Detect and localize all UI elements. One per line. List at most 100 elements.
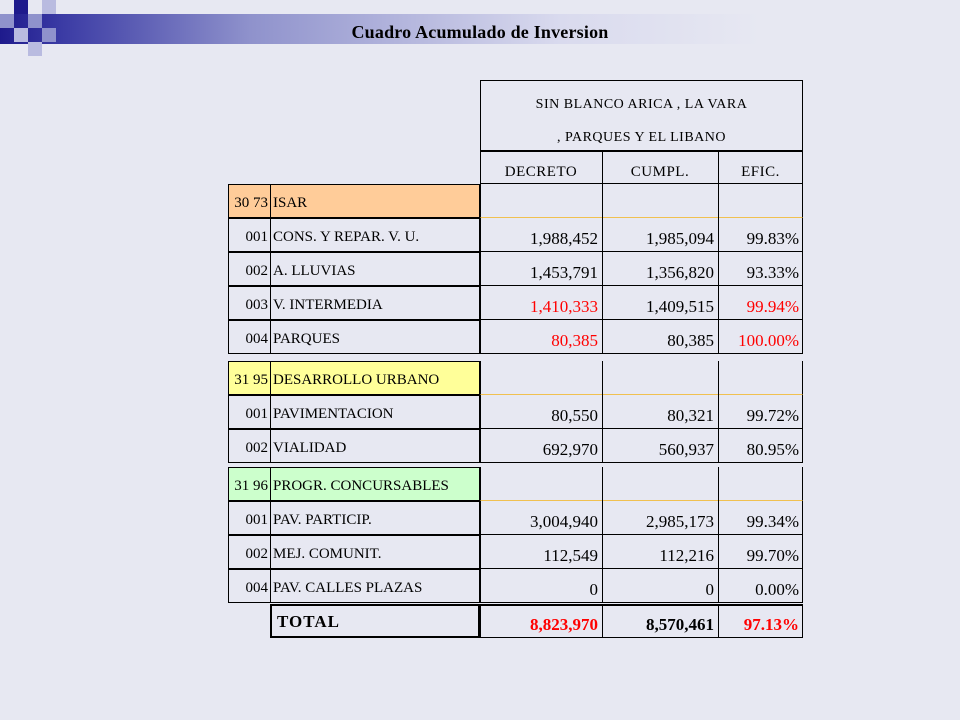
total-efic-value: 97.13% [743,615,799,634]
cumpl-value [602,361,718,395]
item-label: PAV. PARTICIP. [270,501,480,535]
number-col-divider [718,501,719,535]
number-col-divider [602,320,603,354]
item-label: V. INTERMEDIA [270,286,480,320]
item-label: A. LLUVIAS [270,252,480,286]
number-col-divider [602,467,603,501]
cumpl-value [602,184,718,218]
number-col-divider [602,501,603,535]
decreto-value: 3,004,940 [530,512,598,531]
column-header-cumpl: CUMPL. [630,164,690,180]
number-row-frame [480,218,803,252]
item-code: 002 [228,252,270,286]
item-label: CONS. Y REPAR. V. U. [270,218,480,252]
section-code: 30 73 [228,184,270,218]
efic-value: 99.70% [746,546,799,565]
number-col-divider [718,429,719,463]
item-code: 004 [228,320,270,354]
item-code: 004 [228,569,270,603]
section-label: ISAR [270,184,480,218]
section-code: 31 95 [228,361,270,395]
cumpl-value: 112,216 [659,546,714,565]
efic-value [718,361,803,395]
item-code: 001 [228,501,270,535]
item-label: PARQUES [270,320,480,354]
number-col-divider [718,467,719,501]
deco-square-7 [28,42,42,56]
number-col-divider [718,395,719,429]
decreto-value [480,184,602,218]
deco-square-6 [42,28,56,42]
item-code: 002 [228,535,270,569]
efic-value: 100.00% [738,331,799,350]
number-col-divider [602,252,603,286]
cumpl-value: 1,356,820 [646,263,714,282]
deco-square-1 [14,0,28,14]
number-row-frame [480,429,803,463]
section-code: 31 96 [228,467,270,501]
section-label: PROGR. CONCURSABLES [270,467,480,501]
efic-value: 93.33% [746,263,799,282]
number-row-frame [480,535,803,569]
col-divider-2 [718,150,719,184]
number-col-divider [602,429,603,463]
number-col-divider [602,395,603,429]
number-row-frame [480,569,803,603]
deco-square-3 [0,14,14,28]
number-row-frame [480,184,803,218]
decreto-value: 112,549 [543,546,598,565]
efic-value: 99.83% [746,229,799,248]
efic-value: 0.00% [755,580,799,599]
number-row-frame [480,286,803,320]
efic-value [718,184,803,218]
total-row-frame [480,604,803,638]
cumpl-value: 80,385 [667,331,714,350]
efic-value: 80.95% [746,440,799,459]
page-title: Cuadro Acumulado de Inversion [351,22,609,42]
deco-square-4 [42,0,56,14]
total-cumpl-value: 8,570,461 [646,615,714,634]
cumpl-value: 560,937 [658,440,714,459]
number-col-divider [718,361,719,395]
number-col-divider [718,184,719,218]
item-code: 001 [228,395,270,429]
cumpl-value: 0 [705,580,715,599]
number-col-divider [718,218,719,252]
cumpl-value: 1,985,094 [646,229,714,248]
number-col-divider [602,569,603,603]
group-header-line2: , PARQUES Y EL LIBANO [556,130,727,145]
decreto-value: 1,410,333 [530,297,598,316]
cumpl-value [602,467,718,501]
column-header-decreto: DECRETO [504,164,578,180]
decreto-value: 80,385 [551,331,598,350]
item-label: VIALIDAD [270,429,480,463]
column-header-efic: EFIC. [741,164,780,180]
decreto-value [480,467,602,501]
decreto-value: 1,988,452 [530,229,598,248]
number-row-frame [480,252,803,286]
header-band [0,14,960,44]
decreto-value: 692,970 [542,440,598,459]
number-row-frame [480,395,803,429]
cumpl-value: 2,985,173 [646,512,714,531]
number-col-divider [602,184,603,218]
number-col-divider [718,320,719,354]
number-col-divider [602,535,603,569]
total-label: TOTAL [270,604,480,638]
column-header-row [480,150,803,184]
number-col-divider [718,252,719,286]
number-col-divider [602,361,603,395]
section-label: DESARROLLO URBANO [270,361,480,395]
number-col-divider [718,569,719,603]
decreto-value [480,361,602,395]
cumpl-value: 1,409,515 [646,297,714,316]
item-label: PAVIMENTACION [270,395,480,429]
number-row-frame [480,361,803,395]
number-row-frame [480,467,803,501]
number-col-divider [718,535,719,569]
efic-value: 99.94% [746,297,799,316]
cumpl-value: 80,321 [667,406,714,425]
item-code: 002 [228,429,270,463]
efic-value: 99.72% [746,406,799,425]
deco-square-5 [14,28,28,42]
